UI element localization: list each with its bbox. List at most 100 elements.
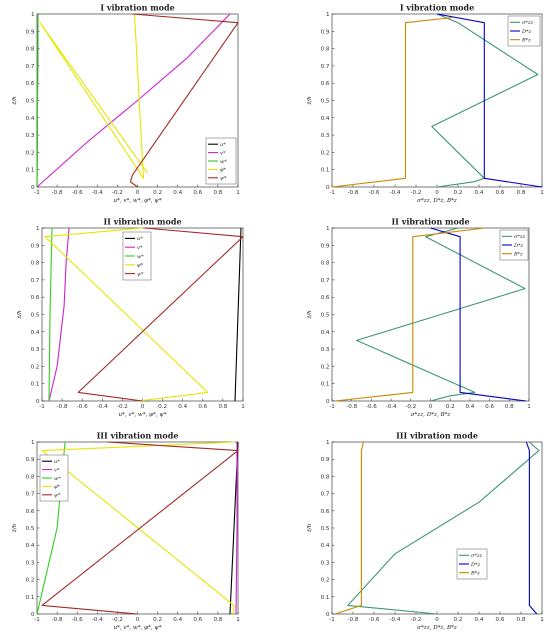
x-tick-label: -0.6	[77, 404, 88, 410]
legend-label: φ*	[220, 167, 227, 173]
x-tick-label: 1	[540, 190, 544, 196]
legend-label: ψ*	[220, 176, 227, 182]
y-tick-label: 0.6	[321, 295, 330, 301]
x-tick-label: -0.8	[348, 190, 359, 196]
series-line-4	[44, 227, 209, 402]
x-tick-label: 0	[136, 617, 140, 623]
x-tick-label: -0.8	[346, 404, 357, 410]
plot-area	[331, 227, 530, 402]
y-tick-label: 1	[31, 12, 35, 18]
x-tick-label: 0.4	[173, 617, 182, 623]
y-tick-label: 0.2	[26, 578, 35, 584]
legend-label: φ*	[54, 484, 61, 490]
legend-label: D*z	[521, 29, 532, 35]
y-tick-label: 0.9	[321, 457, 330, 463]
y-tick-label: 1	[326, 440, 330, 446]
y-axis-label: z̄/h	[17, 310, 23, 320]
x-tick-label: 0.2	[153, 617, 162, 623]
x-axis-label: σ*zz, D*z, B*z	[411, 412, 451, 418]
y-tick-label: 0.6	[26, 81, 35, 87]
series-line-1	[431, 13, 539, 188]
chart-title: II vibration mode	[391, 217, 469, 227]
y-tick-label: 0.3	[321, 133, 330, 139]
series-line-4	[41, 441, 236, 615]
y-axis-label: z̄/h	[12, 96, 18, 106]
x-tick-label: 0.4	[178, 404, 187, 410]
legend-label: D*z	[470, 562, 481, 568]
legend-label: u*	[220, 142, 226, 148]
y-tick-label: 0.4	[321, 116, 330, 122]
x-tick-label: 0.8	[517, 190, 526, 196]
x-tick-label: 0.6	[193, 617, 202, 623]
x-tick-label: 0.8	[213, 617, 222, 623]
chart-panel-2: -1 -0.8 -0.6 -0.4 -0.2 0 0.2 0.4 0.6 0.8 1 0 0.1 0.2 0…	[307, 3, 544, 205]
series-line-3	[48, 227, 53, 402]
y-tick-label: 0.9	[26, 457, 35, 463]
x-tick-label: -0.4	[386, 404, 397, 410]
x-tick-label: -1	[329, 404, 335, 410]
x-tick-label: -0.2	[112, 190, 123, 196]
x-tick-label: 0.6	[485, 404, 494, 410]
x-tick-label: 0.2	[446, 404, 455, 410]
y-tick-label: 0	[31, 612, 35, 618]
y-tick-label: 0.8	[321, 47, 330, 53]
series-line-2	[235, 442, 238, 615]
x-tick-label: 0.2	[153, 190, 162, 196]
x-tick-label: 0.6	[496, 617, 505, 623]
series-line-1	[347, 441, 540, 615]
x-tick-label: -0.8	[57, 404, 68, 410]
y-tick-label: 0.5	[31, 313, 40, 319]
y-tick-label: 0.7	[321, 492, 330, 498]
x-tick-label: 0.8	[218, 404, 227, 410]
legend-label: w*	[220, 159, 227, 165]
x-tick-label: 0.2	[158, 404, 167, 410]
y-tick-label: 1	[326, 226, 330, 232]
y-tick-label: 0.2	[26, 150, 35, 156]
x-tick-label: 1	[540, 617, 544, 623]
x-tick-label: -0.4	[97, 404, 108, 410]
y-tick-label: 0.7	[31, 278, 40, 284]
x-tick-label: 1	[236, 617, 240, 623]
y-tick-label: 0.5	[321, 99, 330, 105]
chart-panel-5: -1 -0.8 -0.6 -0.4 -0.2 0 0.2 0.4 0.6 0.8 1 0 0.1 0.2 0…	[12, 431, 240, 632]
x-tick-label: 0.8	[517, 617, 526, 623]
y-tick-label: 0.4	[321, 330, 330, 336]
y-tick-label: 1	[36, 226, 40, 232]
x-tick-label: -0.4	[390, 190, 401, 196]
x-tick-label: -0.6	[369, 190, 380, 196]
legend-label: ψ*	[137, 271, 144, 277]
y-tick-label: 0.7	[321, 278, 330, 284]
legend-label: B*z	[513, 251, 523, 257]
y-tick-label: 0.6	[31, 295, 40, 301]
legend-label: D*z	[513, 243, 524, 249]
x-tick-label: -0.2	[411, 190, 422, 196]
series-line-3	[36, 13, 39, 188]
y-tick-label: 0	[326, 612, 330, 618]
y-tick-label: 0	[36, 399, 40, 405]
y-tick-label: 0.2	[321, 578, 330, 584]
y-tick-label: 0.9	[321, 243, 330, 249]
y-tick-label: 0.9	[26, 29, 35, 35]
y-tick-label: 0	[326, 185, 330, 191]
legend-label: B*z	[521, 37, 531, 43]
x-tick-label: -0.2	[112, 617, 123, 623]
chart-title: I vibration mode	[100, 3, 174, 13]
y-tick-label: 0.4	[26, 116, 35, 122]
y-tick-label: 0.1	[321, 595, 330, 601]
series-line-4	[39, 13, 149, 179]
x-tick-label: 0.2	[454, 190, 463, 196]
series-line-2	[436, 13, 543, 188]
x-tick-label: -1	[329, 617, 335, 623]
y-tick-label: 0.1	[26, 595, 35, 601]
x-axis-label: σ*zz, D*z, B*z	[417, 198, 457, 204]
legend-label: u*	[54, 459, 60, 465]
y-axis-label: z̄/h	[307, 96, 313, 106]
y-tick-label: 0.3	[26, 560, 35, 566]
x-tick-label: 1	[527, 404, 531, 410]
x-tick-label: 0.4	[465, 404, 474, 410]
y-tick-label: 0.5	[26, 99, 35, 105]
x-tick-label: -0.6	[366, 404, 377, 410]
series-line-5	[129, 13, 239, 188]
x-tick-label: -1	[39, 404, 45, 410]
x-tick-label: 0	[435, 190, 439, 196]
